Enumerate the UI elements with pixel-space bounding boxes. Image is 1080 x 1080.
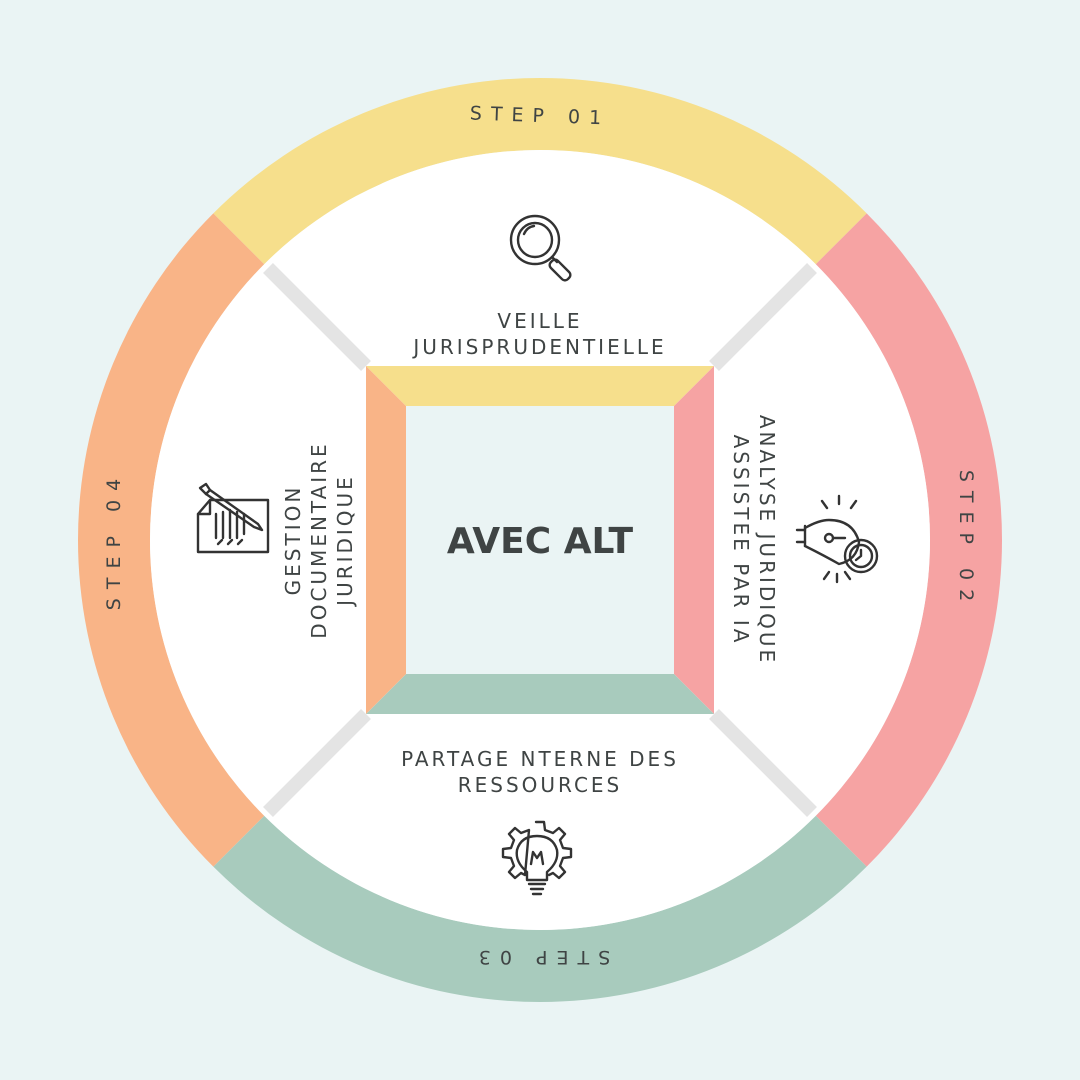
step-04-title: GESTION DOCUMENTAIRE JURIDIQUE [281, 441, 357, 638]
step-01-label: STEP 01 [469, 103, 610, 130]
ring-segment-step-03 [213, 815, 867, 1002]
step-01-title: VEILLE JURISPRUDENTIELLE [411, 309, 666, 359]
step-02-title: ANALYSE JURIDIQUE ASSISTEE PAR IA [729, 415, 779, 665]
center-frame [366, 366, 714, 714]
step-02-label: STEP 02 [955, 470, 977, 610]
step-03-title-line-1: PARTAGE NTERNE DES [401, 747, 679, 771]
center-box [406, 406, 674, 674]
lightbulb-clock-icon [795, 494, 879, 584]
step-04-title-line-1: GESTION [281, 485, 305, 596]
ring-segment-step-04 [77, 213, 265, 867]
outer-ring [77, 78, 1002, 1002]
step-02-title-line-2: ASSISTEE PAR IA [729, 435, 753, 646]
step-04-title-line-2: DOCUMENTAIRE [307, 441, 331, 638]
step-03-title-line-2: RESSOURCES [458, 773, 623, 797]
frame-segment-step-03 [366, 674, 714, 714]
step-labels: STEP 01 STEP 02 STEP 03 STEP 04 [103, 103, 977, 968]
document-pen-icon [196, 482, 270, 554]
frame-segment-step-01 [366, 366, 714, 406]
step-03-title: PARTAGE NTERNE DES RESSOURCES [401, 747, 679, 797]
gear-lightbulb-icon [501, 820, 573, 896]
frame-segment-step-02 [674, 366, 714, 714]
step-01-title-line-1: VEILLE [497, 309, 582, 333]
magnifying-glass-icon [509, 214, 572, 282]
step-01-title-line-2: JURISPRUDENTIELLE [411, 335, 666, 359]
diagonal-dividers [263, 263, 817, 817]
frame-segment-step-04 [366, 366, 406, 714]
ring-segment-step-01 [213, 78, 867, 265]
step-04-title-line-3: JURIDIQUE [333, 474, 357, 608]
step-04-label: STEP 04 [103, 470, 125, 610]
ring-segment-step-02 [815, 213, 1002, 867]
step-03-label: STEP 03 [470, 946, 610, 968]
center-title: AVEC ALT [447, 521, 634, 562]
step-02-title-line-1: ANALYSE JURIDIQUE [755, 415, 779, 665]
